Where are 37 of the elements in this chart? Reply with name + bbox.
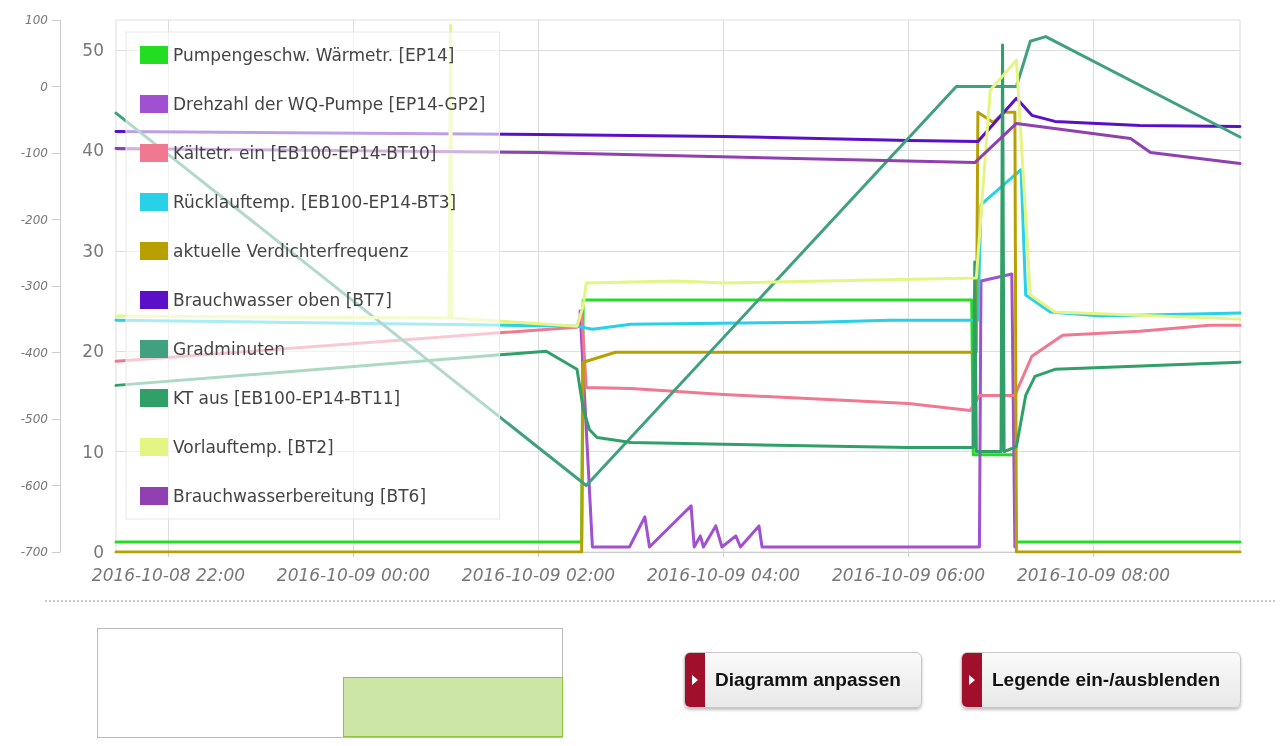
legend-label: Gradminuten bbox=[173, 339, 286, 359]
y2-tick-label: -700 bbox=[20, 545, 49, 559]
legend-label: KT aus [EB100-EP14-BT11] bbox=[173, 388, 401, 408]
y2-tick-label: 0 bbox=[40, 79, 49, 94]
button[interactable]: Legende ein-/ausblenden bbox=[961, 652, 1242, 708]
y2-tick-label: -600 bbox=[20, 478, 49, 493]
legend-label: Brauchwasserbereitung [BT6] bbox=[173, 486, 427, 506]
x-tick-label: 2016-10-09 06:00 bbox=[831, 564, 986, 585]
y-tick-label: 0 bbox=[93, 542, 104, 562]
x-tick-label: 2016-10-09 00:00 bbox=[276, 564, 431, 585]
legend-label: Drehzahl der WQ-Pumpe [EP14-GP2] bbox=[173, 94, 486, 114]
line-series bbox=[114, 121, 1242, 166]
x-tick-label: 2016-10-08 22:00 bbox=[91, 564, 246, 585]
legend-label: Brauchwasser oben [BT7] bbox=[173, 290, 392, 310]
x-tick-label: 2016-10-09 04:00 bbox=[646, 564, 801, 585]
y2-tick-label: -500 bbox=[20, 412, 49, 426]
x-tick-label: 2016-10-09 08:00 bbox=[1016, 564, 1171, 585]
y2-tick-label: -300 bbox=[20, 279, 49, 293]
x-tick-label: 2016-10-09 02:00 bbox=[461, 564, 616, 585]
y-tick-label: 40 bbox=[82, 140, 104, 161]
legend-label: Kältetr. ein [EB100-EP14-BT10] bbox=[173, 143, 437, 163]
y2-tick-label: -100 bbox=[20, 146, 49, 160]
line-series bbox=[114, 96, 1242, 143]
y-tick-label: 20 bbox=[82, 341, 104, 362]
legend-label: Rücklauftemp. [EB100-EP14-BT3] bbox=[173, 192, 457, 212]
button[interactable]: Diagramm anpassen bbox=[684, 652, 922, 708]
line-series bbox=[114, 23, 1242, 328]
y-tick-label: 50 bbox=[82, 40, 104, 61]
legend-label: aktuelle Verdichterfrequenz bbox=[173, 241, 409, 261]
y2-tick-label: -200 bbox=[20, 212, 49, 227]
y2-tick-label: -400 bbox=[20, 345, 49, 360]
legend-label: Vorlauftemp. [BT2] bbox=[173, 437, 334, 457]
y2-tick-label: 100 bbox=[25, 13, 49, 27]
line-series bbox=[578, 272, 1017, 549]
y-tick-label: 30 bbox=[82, 240, 104, 261]
legend-label: Pumpengeschw. Wärmetr. [EP14] bbox=[173, 45, 455, 65]
y-tick-label: 10 bbox=[82, 441, 104, 462]
